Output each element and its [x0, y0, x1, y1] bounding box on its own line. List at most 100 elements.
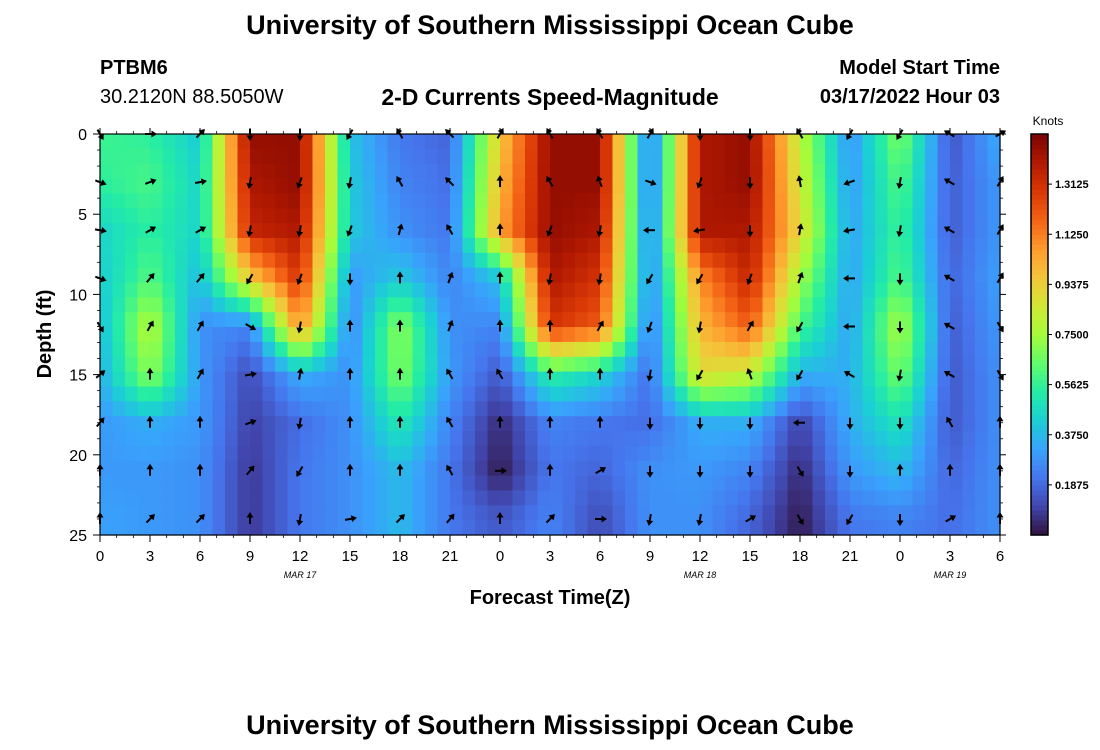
heatmap-cell — [837, 237, 851, 254]
heatmap-cell — [337, 237, 351, 254]
colorbar-tick-label: 1.1250 — [1055, 229, 1089, 241]
heatmap-cell — [212, 475, 226, 492]
colorbar-segment — [1031, 169, 1048, 175]
heatmap-cell — [475, 134, 489, 150]
heatmap-cell — [725, 341, 739, 358]
heatmap-cell — [225, 178, 239, 195]
heatmap-cell — [412, 208, 426, 224]
heatmap-cell — [862, 401, 876, 417]
heatmap-cell — [637, 163, 651, 180]
heatmap-cell — [600, 401, 614, 417]
heatmap-cell — [300, 312, 314, 328]
heatmap-cell — [900, 134, 914, 150]
heatmap-cell — [762, 490, 776, 506]
heatmap-cell — [325, 475, 339, 492]
heatmap-cell — [962, 356, 976, 373]
heatmap-cell — [137, 356, 151, 373]
heatmap-cell — [150, 490, 164, 506]
heatmap-cell — [550, 178, 564, 195]
heatmap-cell — [337, 163, 351, 180]
heatmap-cell — [850, 401, 864, 417]
heatmap-cell — [462, 431, 476, 447]
heatmap-cell — [475, 193, 489, 209]
heatmap-cell — [687, 445, 701, 462]
heatmap-cell — [550, 223, 564, 239]
heatmap-cell — [637, 356, 651, 373]
heatmap-cell — [500, 431, 514, 447]
heatmap-cell — [700, 416, 714, 432]
heatmap-cell — [400, 237, 414, 254]
heatmap-cell — [850, 475, 864, 492]
heatmap-cell — [237, 505, 251, 521]
heatmap-cell — [975, 297, 989, 313]
heatmap-cell — [412, 148, 426, 165]
heatmap-cell — [487, 267, 501, 284]
heatmap-cell — [975, 208, 989, 224]
heatmap-cell — [225, 356, 239, 373]
heatmap-cell — [725, 267, 739, 284]
heatmap-cell — [800, 297, 814, 313]
heatmap-cell — [550, 460, 564, 477]
heatmap-cell — [850, 223, 864, 239]
heatmap-cell — [625, 163, 639, 180]
heatmap-cell — [250, 297, 264, 313]
heatmap-cell — [137, 505, 151, 521]
heatmap-cell — [575, 297, 589, 313]
direction-arrow — [843, 323, 855, 330]
heatmap-cell — [550, 431, 564, 447]
colorbar-segment — [1031, 354, 1048, 361]
heatmap-cell — [500, 148, 514, 165]
direction-arrow — [746, 368, 753, 380]
heatmap-cell — [325, 267, 339, 284]
heatmap-cell — [175, 134, 189, 150]
heatmap-cell — [487, 327, 501, 343]
heatmap-cell — [850, 163, 864, 180]
heatmap-cell — [875, 386, 889, 402]
heatmap-cell — [987, 401, 1001, 417]
heatmap-cell — [162, 208, 176, 224]
heatmap-cell — [412, 460, 426, 477]
heatmap-cell — [250, 193, 264, 209]
heatmap-cell — [262, 341, 276, 358]
heatmap-cell — [212, 282, 226, 298]
heatmap-cell — [575, 341, 589, 358]
heatmap-cell — [762, 134, 776, 150]
heatmap-cell — [862, 208, 876, 224]
heatmap-cell — [900, 416, 914, 432]
heatmap-cell — [725, 505, 739, 521]
heatmap-cell — [300, 505, 314, 521]
direction-arrow — [946, 463, 954, 476]
heatmap-cell — [637, 431, 651, 447]
heatmap-cell — [325, 371, 339, 388]
heatmap-cell — [100, 297, 114, 313]
heatmap-cell — [475, 178, 489, 195]
heatmap-cell — [187, 520, 201, 536]
colorbar-segment — [1031, 154, 1048, 160]
heatmap-cell — [112, 490, 126, 506]
direction-arrow — [846, 465, 854, 478]
heatmap-cell — [775, 223, 789, 239]
heatmap-cell — [750, 282, 764, 298]
heatmap-cell — [787, 460, 801, 477]
heatmap-cell — [362, 134, 376, 150]
heatmap-cell — [912, 490, 926, 506]
heatmap-cell — [937, 237, 951, 254]
heatmap-cell — [787, 178, 801, 195]
heatmap-cell — [462, 237, 476, 254]
direction-arrow — [346, 225, 353, 237]
direction-arrow — [246, 273, 254, 285]
heatmap-cell — [387, 431, 401, 447]
heatmap-cell — [400, 163, 414, 180]
heatmap-cell — [862, 431, 876, 447]
heatmap-cell — [800, 356, 814, 373]
heatmap-cell — [162, 431, 176, 447]
heatmap-cell — [562, 267, 576, 284]
heatmap-cell — [787, 267, 801, 284]
heatmap-cell — [950, 401, 964, 417]
heatmap-cell — [700, 327, 714, 343]
heatmap-cell — [337, 386, 351, 402]
heatmap-cell — [925, 297, 939, 313]
heatmap-cell — [512, 252, 526, 269]
heatmap-cell — [537, 252, 551, 269]
heatmap-cell — [112, 416, 126, 432]
